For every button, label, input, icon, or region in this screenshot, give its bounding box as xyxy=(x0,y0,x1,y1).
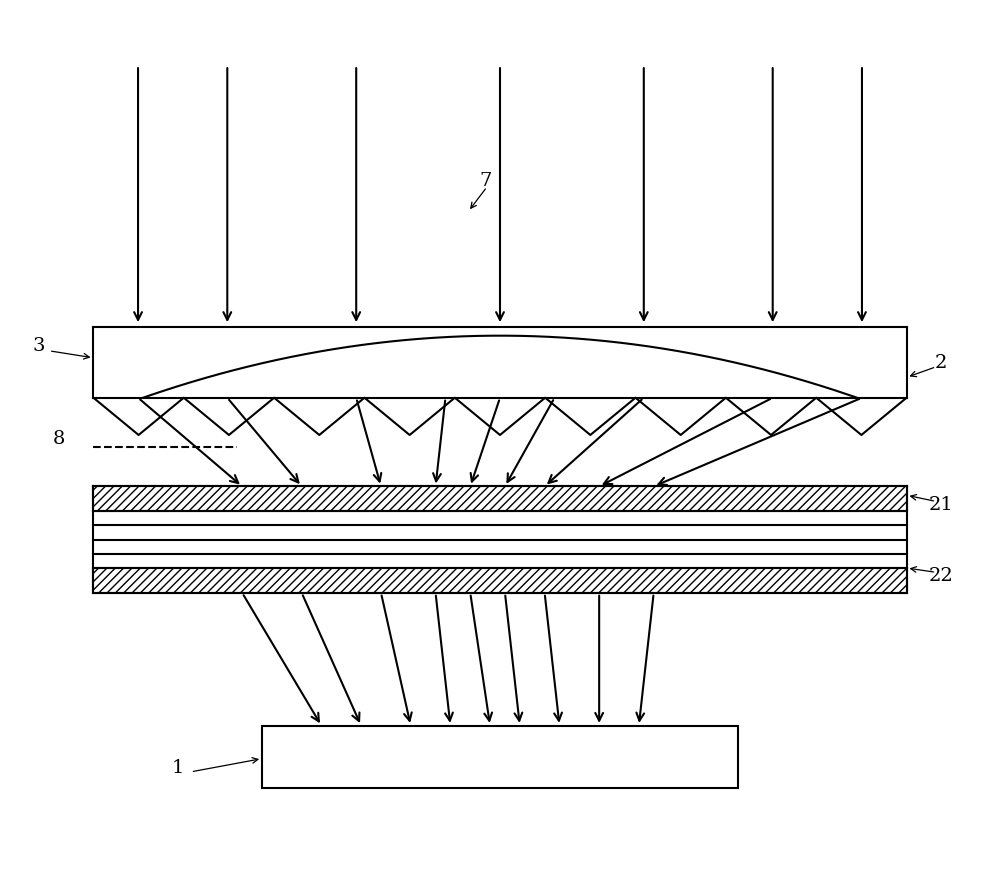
Text: 7: 7 xyxy=(479,173,491,190)
Text: 2: 2 xyxy=(935,354,947,372)
Bar xyxy=(262,726,738,788)
Text: 3: 3 xyxy=(33,336,45,354)
Text: 21: 21 xyxy=(929,495,954,513)
Bar xyxy=(93,487,907,511)
Bar xyxy=(93,569,907,593)
Text: 22: 22 xyxy=(929,567,954,585)
Text: 8: 8 xyxy=(53,429,65,447)
Text: 1: 1 xyxy=(172,759,184,777)
